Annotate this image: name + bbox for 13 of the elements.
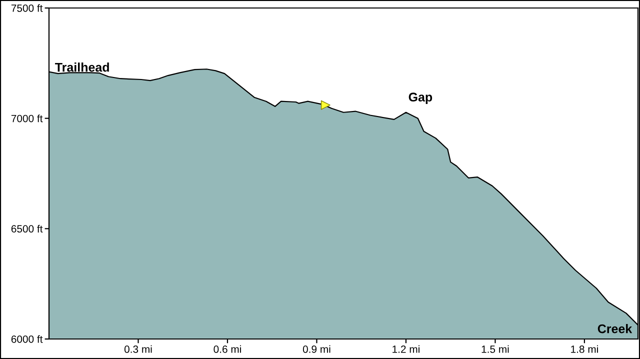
x-tick-label: 1.5 mi (482, 345, 509, 353)
x-tick-label: 0.9 mi (302, 345, 330, 353)
y-tick-label: 6000 ft (11, 335, 43, 343)
y-tick-label: 6500 ft (11, 224, 43, 233)
annotation: Creek (598, 324, 632, 334)
x-tick-label: 0.6 mi (214, 345, 241, 353)
x-tick-label: 0.3 mi (124, 345, 152, 353)
x-tick-label: 1.2 mi (392, 345, 420, 353)
y-tick-label: 7500 ft (11, 4, 43, 12)
annotation: Trailhead (55, 62, 109, 72)
annotation: Gap (408, 92, 432, 104)
x-tick-label: 1.8 mi (571, 345, 598, 353)
y-tick-label: 7000 ft (11, 114, 43, 122)
